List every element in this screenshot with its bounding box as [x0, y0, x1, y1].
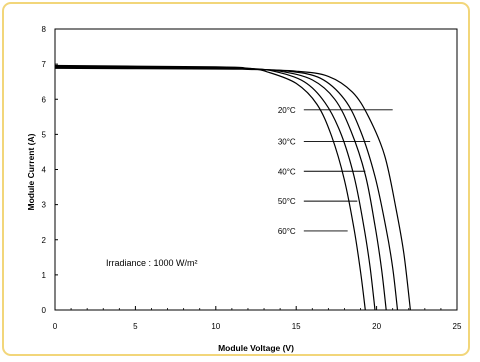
- y-tick-label-8: 8: [42, 25, 47, 34]
- irradiance-annotation: Irradiance : 1000 W/m²: [106, 258, 198, 268]
- y-tick-label-7: 7: [42, 60, 47, 69]
- x-tick-label-20: 20: [372, 322, 381, 331]
- series-label-4: 60°C: [278, 227, 296, 236]
- series-label-0: 20°C: [278, 106, 296, 115]
- x-tick-label-10: 10: [211, 322, 220, 331]
- series-label-1: 30°C: [278, 137, 296, 146]
- chart-frame: [2, 2, 470, 356]
- y-tick-label-1: 1: [42, 271, 47, 280]
- y-tick-label-3: 3: [42, 201, 47, 210]
- series-label-2: 40°C: [278, 167, 296, 176]
- y-tick-label-4: 4: [42, 166, 47, 175]
- y-axis-title: Module Current (A): [26, 133, 36, 210]
- series-line-0: [54, 67, 411, 311]
- y-tick-label-0: 0: [42, 306, 47, 315]
- series-labels: 20°C 30°C 40°C 50°C 60°C: [278, 106, 393, 236]
- series-line-3: [54, 65, 376, 311]
- x-axis-title: Module Voltage (V): [218, 343, 294, 353]
- series-line-4: [54, 64, 366, 311]
- x-tick-label-0: 0: [53, 322, 58, 331]
- y-tick-label-6: 6: [42, 95, 47, 104]
- tick-marks: 0 1 2 3 4 5 6 7 8 0 5 10 15 20 25: [42, 25, 462, 331]
- x-tick-label-25: 25: [453, 322, 462, 331]
- y-tick-label-5: 5: [42, 130, 47, 139]
- x-tick-label-15: 15: [292, 322, 301, 331]
- y-tick-label-2: 2: [42, 236, 47, 245]
- series-label-3: 50°C: [278, 197, 296, 206]
- series-line-1: [54, 67, 399, 311]
- x-tick-label-5: 5: [133, 322, 138, 331]
- series-lines: [54, 64, 411, 311]
- series-line-2: [54, 66, 387, 311]
